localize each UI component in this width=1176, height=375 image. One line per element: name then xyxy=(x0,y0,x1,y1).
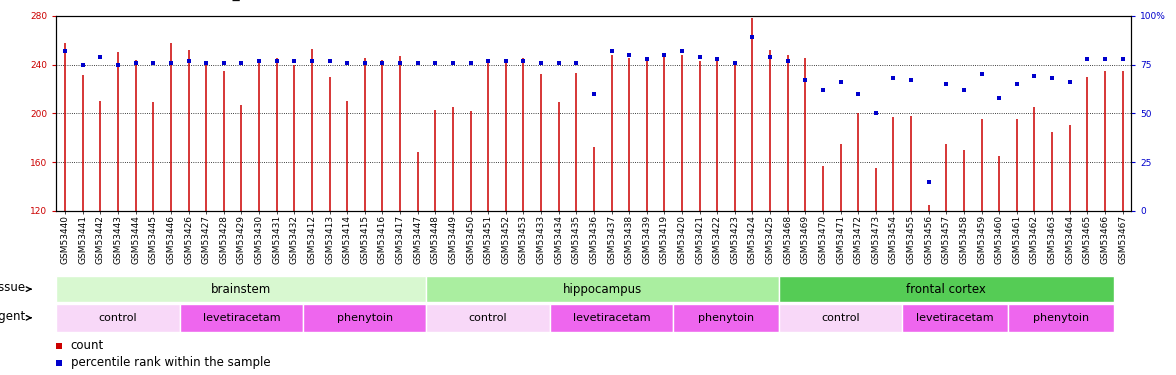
Text: control: control xyxy=(469,313,508,323)
Text: levetiracetam: levetiracetam xyxy=(916,313,994,323)
Text: control: control xyxy=(99,313,138,323)
Bar xyxy=(427,304,550,332)
Bar xyxy=(427,276,779,302)
Text: levetiracetam: levetiracetam xyxy=(573,313,650,323)
Bar xyxy=(303,304,427,332)
Text: agent: agent xyxy=(0,310,26,323)
Text: count: count xyxy=(71,339,105,352)
Text: control: control xyxy=(821,313,860,323)
Bar xyxy=(56,304,180,332)
Bar xyxy=(902,304,1008,332)
Bar xyxy=(550,304,673,332)
Bar xyxy=(779,304,902,332)
Text: phenytoin: phenytoin xyxy=(699,313,754,323)
Text: phenytoin: phenytoin xyxy=(1033,313,1089,323)
Bar xyxy=(56,276,427,302)
Bar xyxy=(673,304,779,332)
Bar xyxy=(1008,304,1114,332)
Text: brainstem: brainstem xyxy=(212,283,272,296)
Text: tissue: tissue xyxy=(0,281,26,294)
Text: GDS1864 / 1368403_at: GDS1864 / 1368403_at xyxy=(92,0,254,1)
Text: percentile rank within the sample: percentile rank within the sample xyxy=(71,356,270,369)
Bar xyxy=(779,276,1114,302)
Text: frontal cortex: frontal cortex xyxy=(907,283,987,296)
Text: phenytoin: phenytoin xyxy=(336,313,393,323)
Text: hippocampus: hippocampus xyxy=(563,283,642,296)
Text: levetiracetam: levetiracetam xyxy=(202,313,280,323)
Bar xyxy=(180,304,303,332)
